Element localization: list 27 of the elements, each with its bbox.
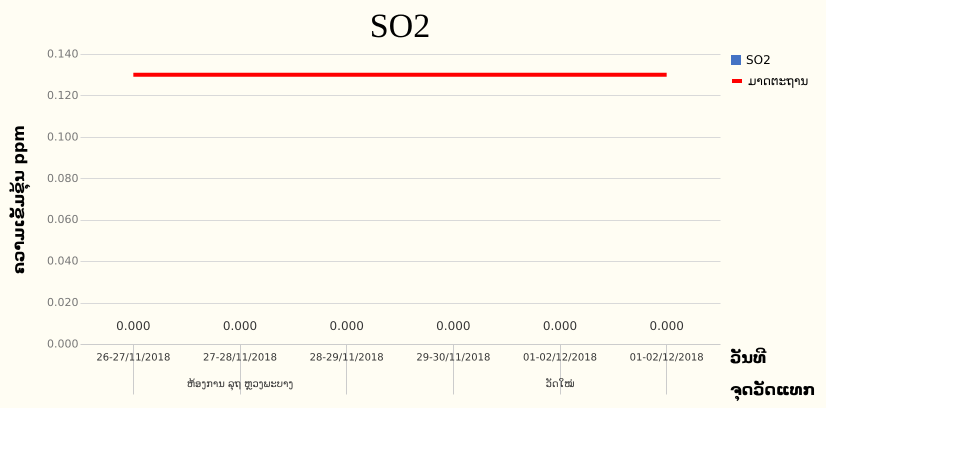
legend-label: SO2 — [746, 53, 771, 67]
legend-label: ມາດຕະຖານ — [748, 74, 808, 88]
y-tick-label: 0.140 — [47, 48, 78, 60]
data-label: 0.000 — [222, 319, 258, 333]
x-tick-label: 01-02/12/2018 — [523, 352, 597, 364]
data-label: 0.000 — [649, 319, 684, 333]
annotation: ວັດໃໝ່ — [546, 378, 574, 390]
x-tick-label: 01-02/12/2018 — [630, 352, 704, 364]
y-axis-title: ຄວາມເຂັ້ມຂຸ້ນ ppm — [9, 125, 32, 274]
annotation: ຫ້ອງການ ລຸຖ ຫຼວງພະບາງ — [186, 378, 294, 391]
data-label: 0.000 — [436, 319, 471, 333]
x-tick-label: 28-29/11/2018 — [310, 352, 384, 364]
y-tick-label: 0.040 — [47, 254, 78, 268]
y-tick-label: 0.080 — [47, 172, 78, 185]
y-tick-label: 0.060 — [47, 213, 78, 226]
data-label: 0.000 — [542, 319, 578, 333]
chart-title: SO2 — [370, 8, 430, 45]
y-tick-label: 0.000 — [47, 338, 78, 350]
data-label: 0.000 — [329, 319, 364, 333]
x-tick-label: 26-27/11/2018 — [96, 352, 170, 364]
data-label: 0.000 — [116, 319, 151, 333]
y-tick-label: 0.120 — [47, 88, 78, 102]
x-axis-title: ວັນທີ ຈຸດວັດແທກ — [730, 347, 816, 402]
x-tick-label: 29-30/11/2018 — [416, 352, 490, 364]
y-tick-label: 0.100 — [47, 130, 78, 144]
x-tick-label: 27-28/11/2018 — [203, 352, 277, 364]
y-tick-label: 0.020 — [47, 296, 78, 310]
